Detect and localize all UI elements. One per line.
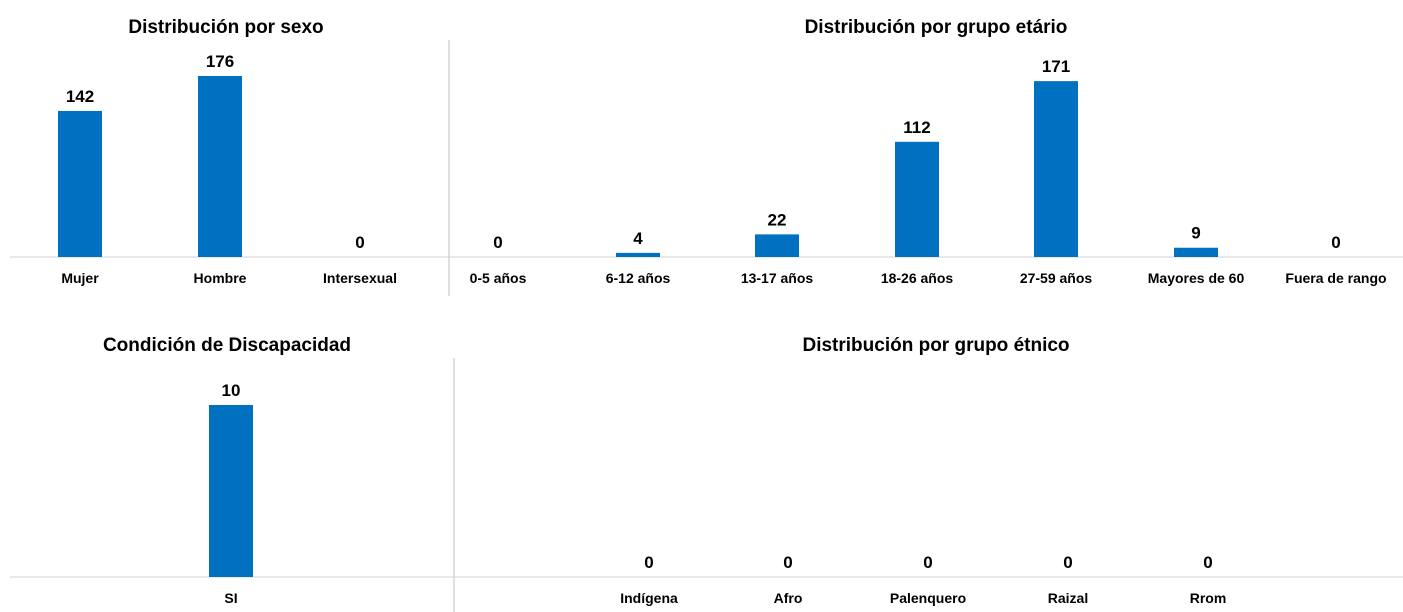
chart-grupo-etnico: 0 Indígena 0 Afro 0 Palenquero 0 Raizal 0 Rrom	[620, 553, 1226, 606]
tick-label-intersexual: Intersexual	[323, 270, 397, 286]
tick-label-6-12-a-os: 6-12 años	[606, 270, 671, 286]
bar-hombre	[198, 76, 242, 257]
tick-label-mayores-de-60: Mayores de 60	[1148, 270, 1245, 286]
bar-6-12-a-os	[616, 252, 660, 257]
bar-si	[209, 405, 253, 577]
tick-label-18-26-a-os: 18-26 años	[881, 270, 954, 286]
tick-label-raizal: Raizal	[1048, 590, 1088, 606]
tick-label-rrom: Rrom	[1190, 590, 1227, 606]
chart-grupo-etario: 0 0-5 años 4 6-12 años 22 13-17 años 112 18-26 …	[470, 57, 1387, 286]
data-label-si: 10	[222, 381, 241, 400]
tick-label-ind-gena: Indígena	[620, 590, 678, 606]
tick-label-si: SI	[224, 590, 237, 606]
data-label-hombre: 176	[206, 52, 234, 71]
data-label-6-12-a-os: 4	[633, 229, 643, 248]
chart-sexo: 142 Mujer 176 Hombre 0 Intersexual	[58, 52, 397, 286]
chart-title-grupo-etnico: Distribución por grupo étnico	[802, 335, 1069, 356]
data-label-raizal: 0	[1063, 553, 1072, 572]
tick-label-27-59-a-os: 27-59 años	[1020, 270, 1093, 286]
data-label-13-17-a-os: 22	[768, 210, 787, 229]
data-label-fuera-de-rango: 0	[1331, 233, 1340, 252]
data-label-0-5-a-os: 0	[493, 233, 502, 252]
data-label-palenquero: 0	[923, 553, 932, 572]
data-label-intersexual: 0	[355, 233, 364, 252]
data-label-27-59-a-os: 171	[1042, 57, 1070, 76]
data-label-rrom: 0	[1203, 553, 1212, 572]
chart-title-discapacidad: Condición de Discapacidad	[103, 335, 351, 356]
bar-13-17-a-os	[755, 234, 799, 257]
data-label-18-26-a-os: 112	[903, 118, 930, 137]
tick-label-hombre: Hombre	[194, 270, 247, 286]
bar-mayores-de-60	[1174, 247, 1218, 257]
data-label-ind-gena: 0	[644, 553, 653, 572]
chart-title-grupo-etario: Distribución por grupo etário	[805, 17, 1068, 38]
data-label-mayores-de-60: 9	[1191, 224, 1200, 243]
data-label-afro: 0	[783, 553, 792, 572]
chart-discapacidad: 10 SI	[209, 381, 253, 606]
chart-title-sexo: Distribución por sexo	[128, 17, 323, 38]
tick-label-fuera-de-rango: Fuera de rango	[1285, 270, 1386, 286]
bar-mujer	[58, 110, 102, 257]
tick-label-mujer: Mujer	[61, 270, 99, 286]
tick-label-13-17-a-os: 13-17 años	[741, 270, 814, 286]
bar-27-59-a-os	[1034, 81, 1078, 257]
data-label-mujer: 142	[66, 87, 94, 106]
bar-18-26-a-os	[895, 141, 939, 257]
tick-label-palenquero: Palenquero	[890, 590, 966, 606]
tick-label-afro: Afro	[774, 590, 803, 606]
tick-label-0-5-a-os: 0-5 años	[470, 270, 527, 286]
